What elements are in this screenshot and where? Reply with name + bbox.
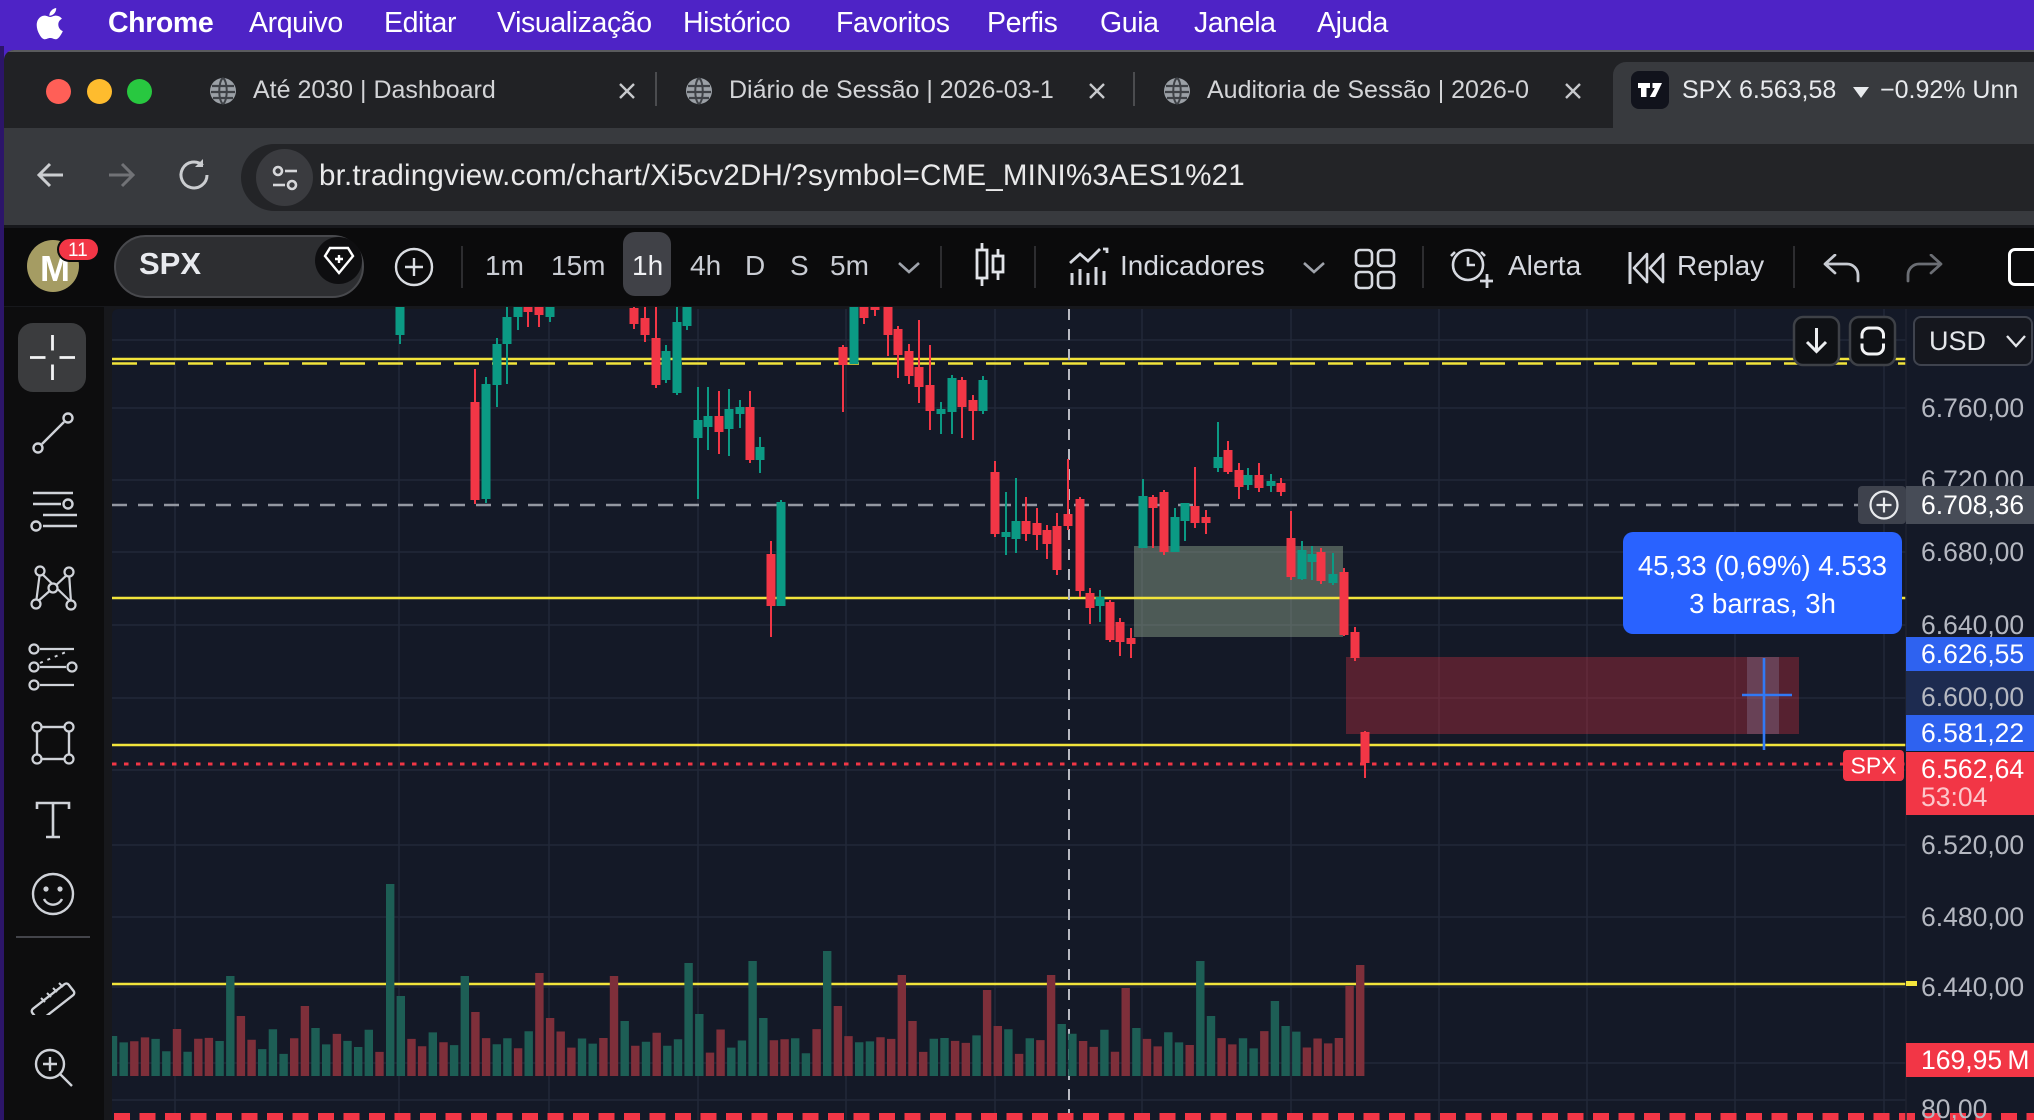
svg-text:6.600,00: 6.600,00	[1921, 682, 2024, 712]
svg-text:6.480,00: 6.480,00	[1921, 902, 2024, 932]
svg-text:SPX: SPX	[1850, 753, 1896, 779]
svg-text:80,00: 80,00	[1921, 1094, 1987, 1120]
svg-text:53:04: 53:04	[1921, 782, 1987, 812]
svg-text:6.440,00: 6.440,00	[1921, 972, 2024, 1002]
svg-text:6.680,00: 6.680,00	[1921, 537, 2024, 567]
svg-text:3 barras, 3h: 3 barras, 3h	[1689, 588, 1836, 619]
svg-text:6.640,00: 6.640,00	[1921, 610, 2024, 640]
svg-text:6.581,22: 6.581,22	[1921, 718, 2024, 748]
svg-text:6.760,00: 6.760,00	[1921, 393, 2024, 423]
svg-text:6.626,55: 6.626,55	[1921, 639, 2024, 669]
svg-text:169,95 M: 169,95 M	[1921, 1045, 2029, 1075]
svg-text:6.520,00: 6.520,00	[1921, 830, 2024, 860]
svg-text:USD: USD	[1929, 326, 1986, 356]
svg-text:6.708,36: 6.708,36	[1921, 490, 2024, 520]
svg-text:6.562,64: 6.562,64	[1921, 754, 2024, 784]
svg-text:45,33 (0,69%) 4.533: 45,33 (0,69%) 4.533	[1638, 550, 1887, 581]
